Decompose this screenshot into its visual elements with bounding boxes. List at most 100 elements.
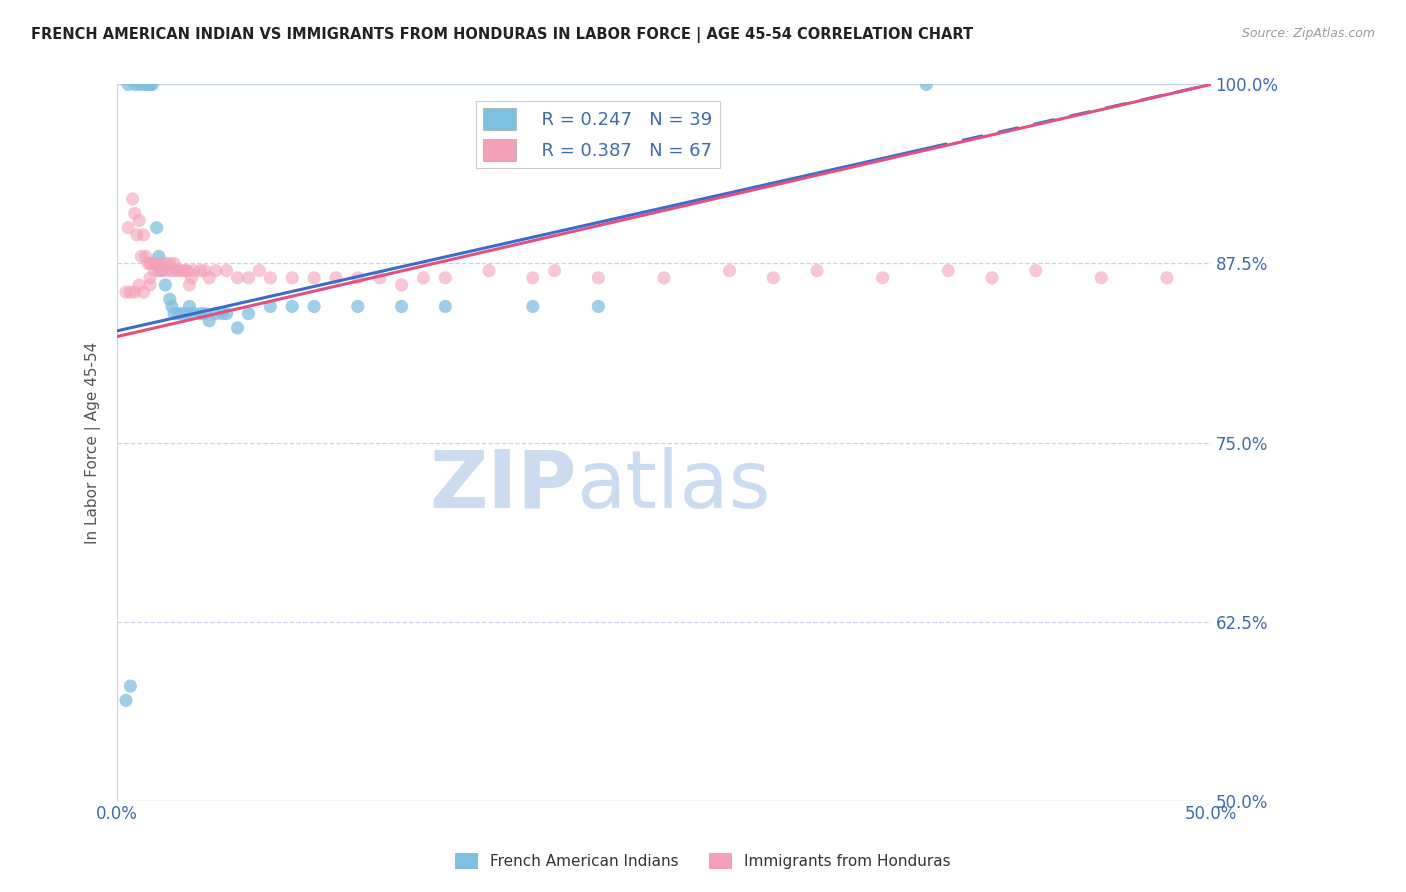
Point [346, 270, 368, 285]
Point [180, 270, 202, 285]
Point [152, 263, 174, 277]
Point [124, 285, 146, 300]
Point [167, 263, 190, 277]
Legend: French American Indians, Immigrants from Honduras: French American Indians, Immigrants from… [449, 847, 957, 875]
Point [183, 263, 205, 277]
Point [163, 256, 186, 270]
Point [198, 314, 221, 328]
Point [215, 307, 238, 321]
Text: FRENCH AMERICAN INDIAN VS IMMIGRANTS FROM HONDURAS IN LABOR FORCE | AGE 45-54 CO: FRENCH AMERICAN INDIAN VS IMMIGRANTS FRO… [31, 27, 973, 43]
Point [155, 256, 177, 270]
Point [1156, 270, 1178, 285]
Point [132, 78, 155, 92]
Point [259, 270, 281, 285]
Point [936, 263, 959, 277]
Point [762, 270, 785, 285]
Point [434, 270, 457, 285]
Point [148, 263, 170, 277]
Point [588, 270, 610, 285]
Point [302, 300, 325, 314]
Point [543, 263, 565, 277]
Point [226, 270, 249, 285]
Point [391, 300, 413, 314]
Point [132, 285, 155, 300]
Point [125, 227, 148, 242]
Point [718, 263, 741, 277]
Point [139, 277, 162, 292]
Point [115, 693, 138, 707]
Point [346, 300, 368, 314]
Point [522, 300, 544, 314]
Point [124, 206, 146, 220]
Point [522, 270, 544, 285]
Point [139, 78, 162, 92]
Point [211, 307, 233, 321]
Point [190, 263, 212, 277]
Point [368, 270, 391, 285]
Point [215, 263, 238, 277]
Point [136, 256, 159, 270]
Y-axis label: In Labor Force | Age 45-54: In Labor Force | Age 45-54 [86, 342, 101, 543]
Point [145, 256, 167, 270]
Point [249, 263, 271, 277]
Point [412, 270, 434, 285]
Point [179, 277, 201, 292]
Point [145, 220, 167, 235]
Point [131, 249, 153, 263]
Point [204, 307, 226, 321]
Point [141, 78, 163, 92]
Point [588, 300, 610, 314]
Text: atlas: atlas [576, 447, 770, 524]
Point [281, 300, 304, 314]
Point [117, 220, 139, 235]
Point [135, 249, 157, 263]
Point [150, 256, 173, 270]
Point [148, 249, 170, 263]
Point [139, 78, 162, 92]
Point [163, 307, 186, 321]
Point [302, 270, 325, 285]
Point [391, 277, 413, 292]
Point [198, 270, 221, 285]
Point [652, 270, 675, 285]
Point [160, 263, 183, 277]
Point [159, 293, 181, 307]
Legend:   R = 0.247   N = 39,   R = 0.387   N = 67: R = 0.247 N = 39, R = 0.387 N = 67 [477, 101, 720, 169]
Point [167, 307, 190, 321]
Point [434, 300, 457, 314]
Point [183, 307, 205, 321]
Point [1090, 270, 1112, 285]
Point [165, 263, 187, 277]
Point [139, 270, 162, 285]
Point [115, 285, 138, 300]
Point [121, 192, 143, 206]
Point [478, 263, 501, 277]
Point [806, 263, 828, 277]
Point [139, 256, 162, 270]
Point [915, 78, 938, 92]
Text: Source: ZipAtlas.com: Source: ZipAtlas.com [1241, 27, 1375, 40]
Point [226, 321, 249, 335]
Point [120, 285, 142, 300]
Point [160, 300, 183, 314]
Point [132, 227, 155, 242]
Point [281, 270, 304, 285]
Point [156, 263, 179, 277]
Point [174, 263, 197, 277]
Point [128, 213, 150, 227]
Point [117, 78, 139, 92]
Point [128, 78, 150, 92]
Point [204, 263, 226, 277]
Point [172, 263, 194, 277]
Point [172, 307, 194, 321]
Text: ZIP: ZIP [429, 447, 576, 524]
Point [124, 78, 146, 92]
Point [194, 307, 217, 321]
Point [176, 263, 198, 277]
Point [135, 78, 157, 92]
Point [159, 256, 181, 270]
Point [238, 307, 260, 321]
Point [259, 300, 281, 314]
Point [1025, 263, 1047, 277]
Point [872, 270, 894, 285]
